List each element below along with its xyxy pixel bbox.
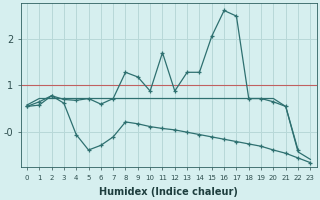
- X-axis label: Humidex (Indice chaleur): Humidex (Indice chaleur): [99, 187, 238, 197]
